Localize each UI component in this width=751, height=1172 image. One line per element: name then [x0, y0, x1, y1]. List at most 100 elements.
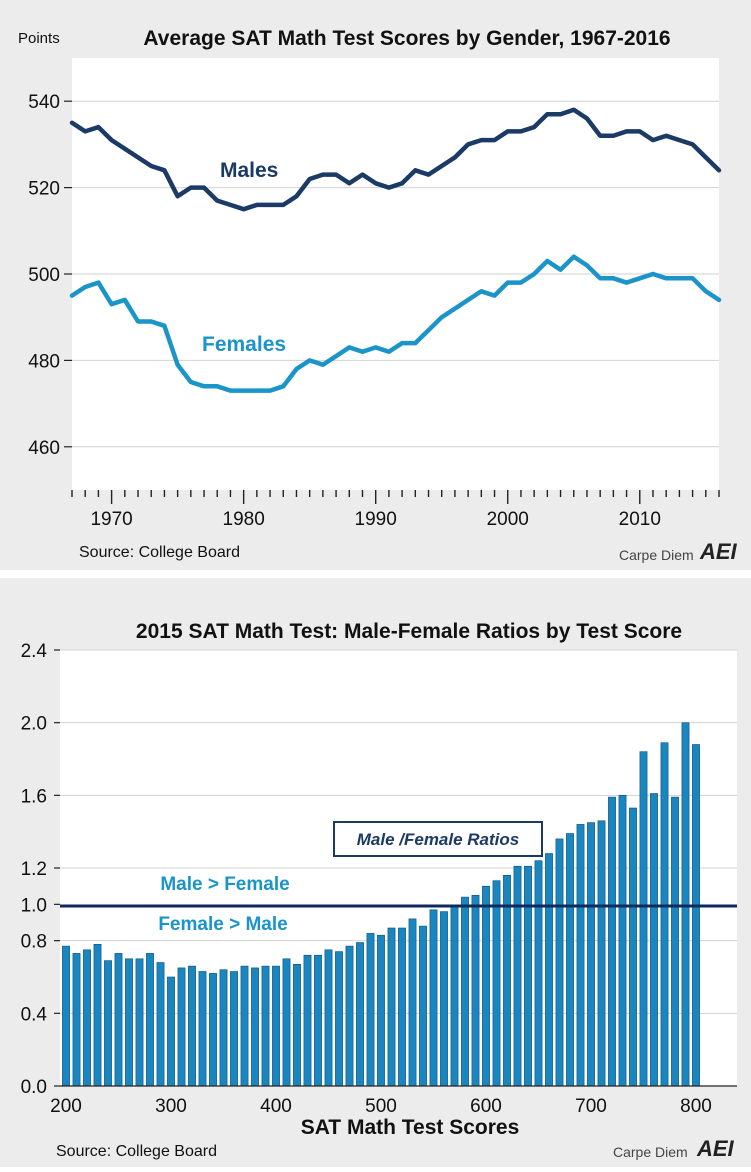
x-tick-label: 400 [260, 1096, 292, 1117]
annotation-male-greater: Male > Female [160, 874, 289, 895]
bar [450, 905, 459, 1087]
bar [492, 880, 501, 1087]
bar [72, 953, 81, 1087]
bar [692, 744, 700, 1087]
bar [639, 751, 648, 1087]
x-tick-label: 300 [155, 1096, 187, 1117]
bar [471, 894, 480, 1087]
bar [545, 853, 553, 1087]
aei-logo: AEI [699, 539, 738, 564]
sat-ratio-chart: 0.0 0.4 0.8 1.0 1.2 1.6 2.0 2.4 200 300 400 500 600… [21, 620, 737, 1161]
bar [261, 965, 270, 1087]
x-tick-label: 1990 [355, 509, 397, 530]
x-tick-label: 2010 [619, 509, 661, 530]
source-note: Source: College Board [79, 544, 240, 561]
bar [314, 954, 322, 1087]
y-tick-label: 0.4 [21, 1004, 48, 1025]
y-tick-label: 0.0 [21, 1077, 47, 1098]
bar [93, 943, 102, 1087]
bar [156, 962, 165, 1087]
y-tick-label: 1.0 [21, 895, 47, 916]
x-tick-label: 1980 [223, 509, 265, 530]
bar [408, 918, 417, 1087]
bar [597, 820, 606, 1087]
series-label-females: Females [202, 333, 286, 356]
brand-name: Carpe Diem [613, 1144, 688, 1160]
x-tick-label: 600 [470, 1096, 502, 1117]
legend-label: Male /Female Ratios [357, 830, 520, 849]
bar [419, 925, 427, 1087]
bar [629, 807, 637, 1087]
bar [293, 963, 301, 1087]
bar [324, 949, 333, 1087]
bar [671, 796, 679, 1087]
bar [198, 971, 207, 1087]
x-tick-label: 800 [680, 1096, 712, 1117]
bar [356, 942, 364, 1087]
bar [135, 958, 144, 1087]
sat-trend-chart: 460 480 500 520 540 1970 1980 1990 2000 2010 Poi… [18, 27, 738, 564]
y-tick-label: 500 [28, 265, 60, 286]
bar [62, 945, 70, 1087]
bar [282, 958, 291, 1087]
bar [125, 958, 133, 1087]
bar [618, 794, 627, 1087]
series-line-females [69, 254, 722, 393]
bar [188, 965, 196, 1087]
bar [240, 965, 249, 1087]
y-tick-label: 480 [28, 351, 60, 372]
bar [681, 722, 690, 1087]
y-tick-label: 1.2 [21, 859, 47, 880]
bar [209, 973, 217, 1087]
x-axis-label: SAT Math Test Scores [301, 1116, 520, 1139]
bar [272, 965, 280, 1087]
x-tick-label: 1970 [90, 509, 132, 530]
y-tick-label: 520 [28, 179, 60, 200]
bar [387, 927, 396, 1087]
bar [650, 793, 658, 1087]
y-tick-label: 460 [28, 438, 60, 459]
x-tick-label: 700 [575, 1096, 607, 1117]
y-tick-label: 1.6 [21, 786, 47, 807]
annotation-female-greater: Female > Male [158, 914, 287, 935]
aei-logo: AEI [696, 1136, 735, 1161]
series-label-males: Males [220, 159, 278, 182]
bar [461, 896, 469, 1087]
bar [230, 971, 238, 1087]
y-axis-label: Points [18, 30, 60, 47]
x-tick-label: 2000 [487, 509, 529, 530]
bar [377, 934, 385, 1087]
y-tick-label: 2.0 [21, 714, 47, 735]
bar [146, 953, 154, 1087]
bar [587, 822, 595, 1087]
x-tick-label: 500 [365, 1096, 397, 1117]
bar [167, 976, 175, 1087]
bar [440, 911, 448, 1087]
y-tick-label: 0.8 [21, 932, 47, 953]
bar [335, 951, 343, 1087]
chart-title: 2015 SAT Math Test: Male-Female Ratios b… [136, 620, 682, 643]
bar [513, 865, 522, 1087]
bar [114, 953, 123, 1087]
bar [534, 860, 543, 1087]
bar [429, 909, 438, 1087]
bar [660, 742, 669, 1087]
series-line-males [69, 107, 722, 212]
bar [555, 838, 564, 1087]
bar [83, 949, 91, 1087]
bar [566, 833, 574, 1087]
source-note: Source: College Board [56, 1143, 217, 1160]
bar [482, 885, 490, 1087]
legend-box [333, 821, 543, 857]
bar [219, 969, 228, 1087]
y-tick-label: 2.4 [21, 641, 48, 662]
bar [251, 967, 259, 1087]
bar [576, 824, 585, 1087]
bar [303, 954, 312, 1087]
sat-trend-chart-panel: 460 480 500 520 540 1970 1980 1990 2000 2010 Poi… [0, 0, 751, 570]
x-tick-label: 200 [50, 1096, 82, 1117]
bar [345, 945, 354, 1087]
chart-title: Average SAT Math Test Scores by Gender, … [143, 27, 670, 50]
bar [177, 967, 186, 1087]
bar [524, 865, 532, 1087]
